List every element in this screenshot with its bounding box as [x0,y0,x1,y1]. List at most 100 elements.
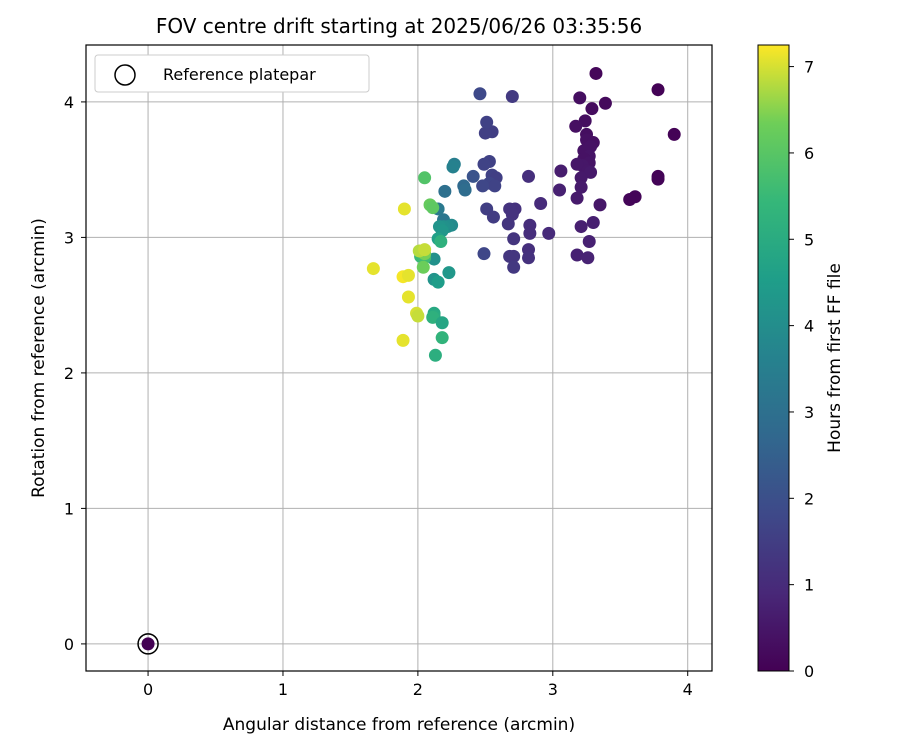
reference-point [141,637,155,651]
colorbar-tick-label: 2 [804,489,814,508]
data-point [416,260,430,274]
legend-marker [114,64,136,86]
data-point [480,115,494,129]
y-tick-label: 4 [64,93,74,112]
y-tick-label: 0 [64,635,74,654]
x-tick-label: 4 [683,680,693,699]
data-point [418,171,432,185]
data-point [574,171,588,185]
y-tick-label: 3 [64,228,74,247]
x-tick-label: 0 [143,680,153,699]
data-point [401,290,415,304]
data-point [505,89,519,103]
data-point [623,192,637,206]
x-axis-ticks: 0 1 2 3 4 [143,671,693,699]
data-point [570,248,584,262]
data-point [478,126,492,140]
data-point [573,91,587,105]
data-point [477,157,491,171]
data-point [651,172,665,186]
data-point [523,226,537,240]
data-point [366,262,380,276]
x-tick-label: 3 [548,680,558,699]
data-point [589,66,603,80]
data-point [584,165,598,179]
y-tick-label: 2 [64,364,74,383]
chart-title: FOV centre drift starting at 2025/06/26 … [156,14,642,38]
data-point [586,216,600,230]
data-point [507,260,521,274]
data-point [570,191,584,205]
reference-ring [137,633,159,655]
data-point [554,164,568,178]
reference-marker [137,633,159,655]
y-axis-ticks: 0 1 2 3 4 [64,93,86,654]
data-point [435,331,449,345]
colorbar-tick-label: 1 [804,576,814,595]
data-point [667,127,681,141]
data-point [442,266,456,280]
colorbar-tick-label: 6 [804,144,814,163]
plot-area [85,44,713,672]
x-tick-label: 2 [413,680,423,699]
data-point [428,348,442,362]
data-point [477,247,491,261]
data-point [476,179,490,193]
data-points [366,66,681,362]
data-point [507,249,521,263]
data-point [397,202,411,216]
data-point [488,179,502,193]
data-point [486,210,500,224]
data-point [585,102,599,116]
colorbar: 0 1 2 3 4 5 6 7 Hours from first FF file [757,44,845,681]
data-point [534,197,548,211]
data-point [574,180,588,194]
data-point [438,184,452,198]
y-axis-label: Rotation from reference (arcmin) [29,218,49,498]
data-point [396,333,410,347]
legend: Reference platepar [94,54,370,93]
data-point [507,232,521,246]
data-point [574,220,588,234]
data-point [426,201,440,215]
data-point [598,96,612,110]
x-tick-label: 1 [278,680,288,699]
legend-box [94,54,370,93]
data-point [431,275,445,289]
colorbar-tick-label: 5 [804,230,814,249]
data-point [418,243,432,257]
data-point [581,251,595,265]
data-point [458,183,472,197]
data-point [553,183,567,197]
colorbar-label: Hours from first FF file [825,263,845,453]
data-point [466,169,480,183]
data-point [522,251,536,265]
colorbar-tick-label: 4 [804,317,814,336]
data-point [501,217,515,231]
data-point [569,119,583,133]
legend-entry: Reference platepar [163,65,316,84]
data-point [411,309,425,323]
colorbar-tick-label: 7 [804,58,814,77]
data-point [434,234,448,248]
data-point [651,83,665,97]
y-tick-label: 1 [64,499,74,518]
plot-frame [85,44,713,672]
data-point [435,316,449,330]
colorbar-ticks: 0 1 2 3 4 5 6 7 [789,58,814,681]
data-point [593,198,607,212]
colorbar-tick-label: 3 [804,403,814,422]
colorbar-tick-label: 0 [804,662,814,681]
data-point [401,268,415,282]
x-axis-label: Angular distance from reference (arcmin) [223,715,575,735]
data-point [542,226,556,240]
data-point [446,160,460,174]
data-point [522,169,536,183]
data-point [473,87,487,101]
colorbar-gradient [757,44,790,672]
plot-background [86,45,712,671]
data-point [426,310,440,324]
data-point [578,114,592,128]
data-point [582,234,596,248]
